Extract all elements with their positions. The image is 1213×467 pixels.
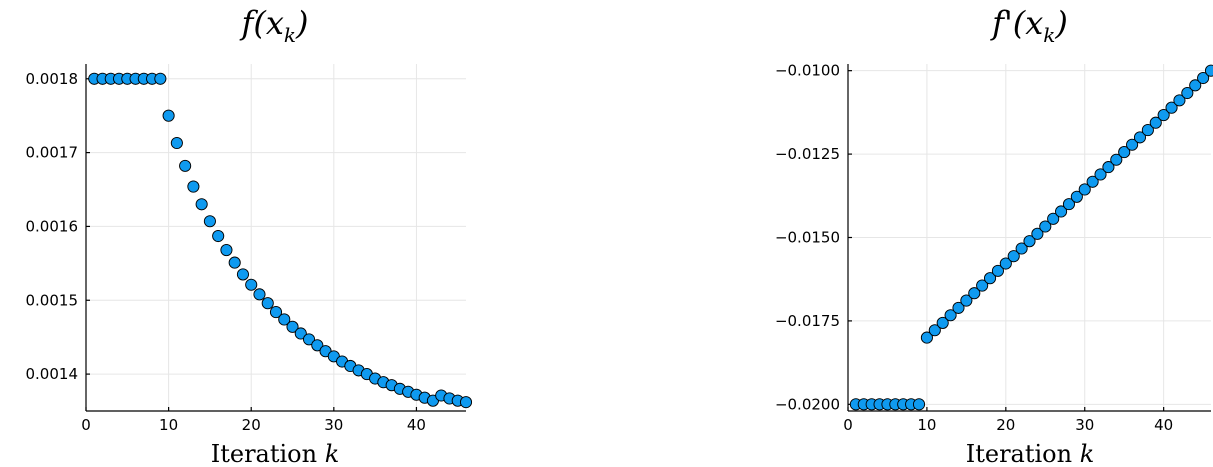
x-tick-label: 20 bbox=[242, 416, 261, 434]
data-point bbox=[162, 109, 175, 122]
x-tick-label: 40 bbox=[1154, 416, 1173, 434]
data-point bbox=[944, 309, 957, 322]
x-tick-label: 10 bbox=[159, 416, 178, 434]
data-point bbox=[228, 256, 241, 269]
data-point bbox=[936, 316, 949, 329]
data-point bbox=[195, 198, 208, 211]
data-series bbox=[849, 64, 1213, 411]
data-point bbox=[1133, 131, 1147, 144]
data-point bbox=[261, 297, 274, 310]
x-tick-label: 0 bbox=[81, 416, 91, 434]
data-point bbox=[976, 279, 989, 292]
data-point bbox=[1070, 190, 1083, 203]
y-tick-label: 0.0015 bbox=[26, 291, 79, 309]
data-point bbox=[245, 278, 258, 291]
data-point bbox=[1204, 64, 1213, 77]
data-point bbox=[1086, 175, 1099, 188]
grid-lines bbox=[85, 64, 466, 411]
y-tick-label: 0.0016 bbox=[26, 217, 79, 235]
data-point bbox=[1102, 161, 1115, 174]
data-point bbox=[187, 180, 200, 193]
data-point bbox=[1047, 212, 1060, 225]
data-point bbox=[983, 272, 997, 285]
data-point bbox=[212, 229, 225, 243]
data-point bbox=[1173, 94, 1186, 107]
y-tick-label: −0.0150 bbox=[775, 229, 840, 247]
data-point bbox=[253, 288, 266, 301]
data-point bbox=[960, 294, 973, 307]
y-tick-label: 0.0018 bbox=[26, 70, 79, 88]
x-tick-label: 20 bbox=[996, 416, 1015, 434]
y-tick-label: −0.0125 bbox=[775, 145, 840, 163]
data-point bbox=[1110, 153, 1123, 166]
data-series bbox=[88, 72, 473, 409]
x-tick-label: 10 bbox=[917, 416, 936, 434]
data-point bbox=[311, 339, 324, 352]
chart-panel-f: f(xk) Iteration k 0 10 20 30 40 0.0014 0.0015 0… bbox=[26, 4, 473, 467]
y-tick-label: −0.0200 bbox=[775, 395, 840, 413]
data-point bbox=[154, 72, 167, 85]
data-point bbox=[1141, 124, 1154, 137]
data-point bbox=[1015, 242, 1028, 255]
x-tick-label: 30 bbox=[1075, 416, 1094, 434]
data-point bbox=[1149, 116, 1162, 129]
data-point bbox=[1023, 235, 1036, 248]
data-point bbox=[1031, 227, 1044, 240]
data-point bbox=[278, 313, 291, 326]
data-point bbox=[170, 136, 183, 150]
data-point bbox=[179, 159, 192, 172]
data-point bbox=[220, 244, 233, 257]
data-point bbox=[920, 331, 933, 344]
chart-title: f'(xk) bbox=[990, 4, 1068, 47]
data-point bbox=[928, 324, 941, 337]
y-tick-label: 0.0014 bbox=[26, 365, 79, 383]
data-point bbox=[1165, 101, 1178, 114]
data-point bbox=[1094, 168, 1107, 181]
data-point bbox=[302, 333, 316, 346]
data-point bbox=[294, 327, 307, 340]
x-axis-label: Iteration k bbox=[966, 440, 1095, 467]
data-point bbox=[269, 306, 283, 319]
data-point bbox=[999, 257, 1012, 270]
x-tick-label: 40 bbox=[407, 416, 426, 434]
data-point bbox=[1157, 108, 1170, 122]
data-point bbox=[1197, 71, 1210, 85]
data-point bbox=[286, 320, 299, 333]
data-point bbox=[459, 396, 473, 409]
chart-title: f(xk) bbox=[240, 4, 309, 47]
x-tick-label: 30 bbox=[324, 416, 343, 434]
data-point bbox=[912, 398, 926, 411]
x-axis-label: Iteration k bbox=[211, 440, 340, 467]
data-point bbox=[1007, 250, 1020, 263]
y-tick-label: −0.0175 bbox=[775, 312, 840, 330]
chart-panel-fprime: f'(xk) Iteration k 0 10 20 30 40 −0.0200 −0.01… bbox=[775, 4, 1213, 467]
data-point bbox=[1126, 138, 1139, 151]
data-point bbox=[236, 268, 250, 281]
data-point bbox=[1055, 205, 1068, 218]
data-point bbox=[1062, 198, 1076, 211]
x-tick-label: 0 bbox=[843, 416, 853, 434]
data-point bbox=[1039, 220, 1052, 233]
data-point bbox=[952, 301, 965, 314]
y-tick-label: 0.0017 bbox=[26, 144, 79, 162]
data-point bbox=[968, 287, 981, 300]
data-point bbox=[1189, 79, 1202, 92]
y-tick-label: −0.0100 bbox=[775, 62, 840, 80]
data-point bbox=[1078, 183, 1091, 196]
data-point bbox=[1118, 146, 1131, 159]
data-point bbox=[203, 215, 216, 228]
data-point bbox=[1181, 86, 1194, 100]
data-point bbox=[991, 264, 1004, 277]
